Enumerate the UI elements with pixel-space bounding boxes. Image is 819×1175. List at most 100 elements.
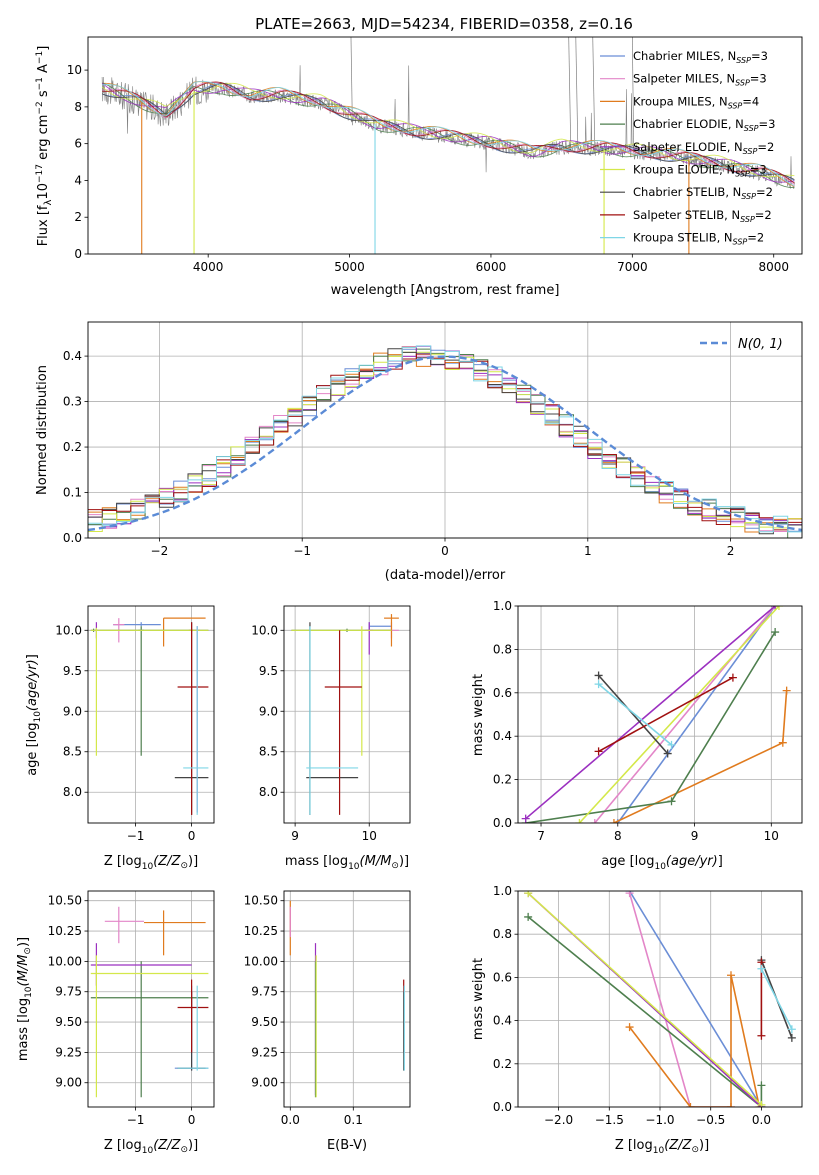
x-tick-label: 9 <box>291 829 299 843</box>
plot-area-mass-vs-EBV <box>289 900 405 1098</box>
y-tick-label: 4 <box>74 173 82 187</box>
y-axis-label: Flux [fλ10−17 erg cm−2 s−1 A−1] <box>35 46 54 247</box>
y-tick-label: 9.75 <box>251 985 278 999</box>
weight-marker <box>667 740 676 749</box>
emission-line <box>575 37 579 152</box>
x-tick-label: 0 <box>188 1113 196 1127</box>
x-axis-label: Z [log10(Z/Z⊙)] <box>104 854 198 872</box>
y-tick-label: 0.0 <box>63 531 82 545</box>
y-tick-label: 0 <box>74 247 82 261</box>
legend-label: Kroupa STELIB, NSSP=2 <box>633 231 764 247</box>
weight-marker <box>727 1103 735 1107</box>
y-tick-label: 0.4 <box>63 349 82 363</box>
y-tick-label: 10.0 <box>251 623 278 637</box>
weight-marker <box>575 819 584 823</box>
weight-line <box>760 968 793 1030</box>
y-tick-label: 9.5 <box>259 664 278 678</box>
x-axis-label: E(B-V) <box>327 1138 367 1153</box>
x-tick-label: 0 <box>188 829 196 843</box>
x-tick-label: 0 <box>441 544 449 558</box>
weight-marker <box>728 673 737 682</box>
y-tick-label: 0.8 <box>493 642 512 656</box>
plot-area-age-vs-Z <box>90 617 209 815</box>
x-tick-label: 10 <box>362 829 377 843</box>
emission-line <box>592 37 596 152</box>
y-tick-label: 0.2 <box>493 773 512 787</box>
x-tick-label: 6000 <box>476 260 507 274</box>
x-tick-label: −2 <box>151 544 169 558</box>
weight-marker <box>774 606 783 610</box>
y-tick-label: 10.25 <box>244 924 278 938</box>
weight-marker <box>663 749 672 758</box>
axes-frame <box>517 605 803 824</box>
axes-frame <box>283 605 411 824</box>
legend-label: Chabrier ELODIE, NSSP=3 <box>633 117 775 133</box>
weight-line <box>628 892 731 1107</box>
legend-label: Salpeter STELIB, NSSP=2 <box>633 208 772 224</box>
y-tick-label: 10.25 <box>48 924 82 938</box>
emission-line <box>568 37 572 152</box>
y-tick-label: 0.6 <box>493 970 512 984</box>
plot-area-residual-histogram <box>88 345 802 538</box>
x-axis-label: mass [log10(M/M⊙)] <box>285 854 409 872</box>
y-axis-label: mass weight <box>471 674 486 756</box>
y-tick-label: 8.5 <box>63 745 82 759</box>
chart-weight-vs-Z: −2.0 −1.5 −1.0 −0.5 0.0 0.0 0.2 0.4 0.6 0.8 1.0 Z [… <box>471 884 803 1156</box>
weight-marker <box>521 814 530 823</box>
x-tick-label: −1 <box>293 544 311 558</box>
model-spectrum <box>102 80 795 187</box>
weight-marker <box>787 1025 796 1034</box>
plot-area-age-vs-mass <box>291 614 399 815</box>
weight-marker <box>757 964 766 973</box>
normal-curve <box>88 355 802 532</box>
weight-marker <box>757 1031 766 1040</box>
weight-marker <box>771 628 780 637</box>
y-tick-label: 8.5 <box>259 745 278 759</box>
chart-mass-vs-Z: −1 0 9.00 9.25 9.50 9.75 10.00 10.25 10.50 Z [log… <box>16 890 215 1156</box>
y-tick-label: 10.50 <box>48 894 82 908</box>
weight-line <box>628 975 761 1107</box>
x-axis-label: wavelength [Angstrom, rest frame] <box>331 283 560 298</box>
y-tick-label: 10.0 <box>55 623 82 637</box>
weight-marker <box>590 819 599 823</box>
x-tick-label: 8000 <box>758 260 789 274</box>
weight-marker <box>667 797 676 806</box>
weight-line <box>525 606 776 820</box>
y-tick-label: 10.00 <box>244 954 278 968</box>
legend-label: Chabrier MILES, NSSP=3 <box>633 49 768 65</box>
weight-line <box>527 892 762 1106</box>
axes-frame <box>87 890 215 1108</box>
y-tick-label: 9.25 <box>251 1045 278 1059</box>
chart-weight-vs-age: 7 8 9 10 0.0 0.2 0.4 0.6 0.8 1.0 age [log10(age/yr… <box>471 599 803 872</box>
y-tick-label: 8.0 <box>259 785 278 799</box>
y-tick-label: 10.50 <box>244 894 278 908</box>
weight-marker <box>771 606 780 610</box>
x-tick-label: 4000 <box>193 260 224 274</box>
x-tick-label: 0.0 <box>752 1113 771 1127</box>
axes-frame <box>87 36 803 255</box>
y-tick-label: 1.0 <box>493 599 512 613</box>
y-tick-label: 0.4 <box>493 1014 512 1028</box>
y-tick-label: 0.2 <box>493 1057 512 1071</box>
weight-line <box>628 891 763 1107</box>
y-tick-label: 9.00 <box>55 1076 82 1090</box>
x-tick-label: −2.0 <box>544 1113 573 1127</box>
plot-area-weight-vs-Z <box>524 891 796 1107</box>
weight-marker <box>757 1100 766 1107</box>
y-tick-label: 10 <box>67 63 82 77</box>
emission-line <box>350 37 353 126</box>
x-axis-label: age [log10(age/yr)] <box>601 854 723 872</box>
weight-marker <box>625 891 634 898</box>
emission-line <box>631 37 635 153</box>
figure-title: PLATE=2663, MJD=54234, FIBERID=0358, z=0… <box>255 15 633 33</box>
y-tick-label: 0.1 <box>63 486 82 500</box>
weight-marker <box>594 680 603 689</box>
legend-label: N(0, 1) <box>738 337 783 352</box>
y-tick-label: 8.0 <box>63 785 82 799</box>
x-axis-label: Z [log10(Z/Z⊙)] <box>615 1138 709 1156</box>
y-tick-label: 9.25 <box>55 1045 82 1059</box>
y-tick-label: 0.8 <box>493 927 512 941</box>
y-tick-label: 9.5 <box>63 664 82 678</box>
weight-marker <box>594 671 603 680</box>
